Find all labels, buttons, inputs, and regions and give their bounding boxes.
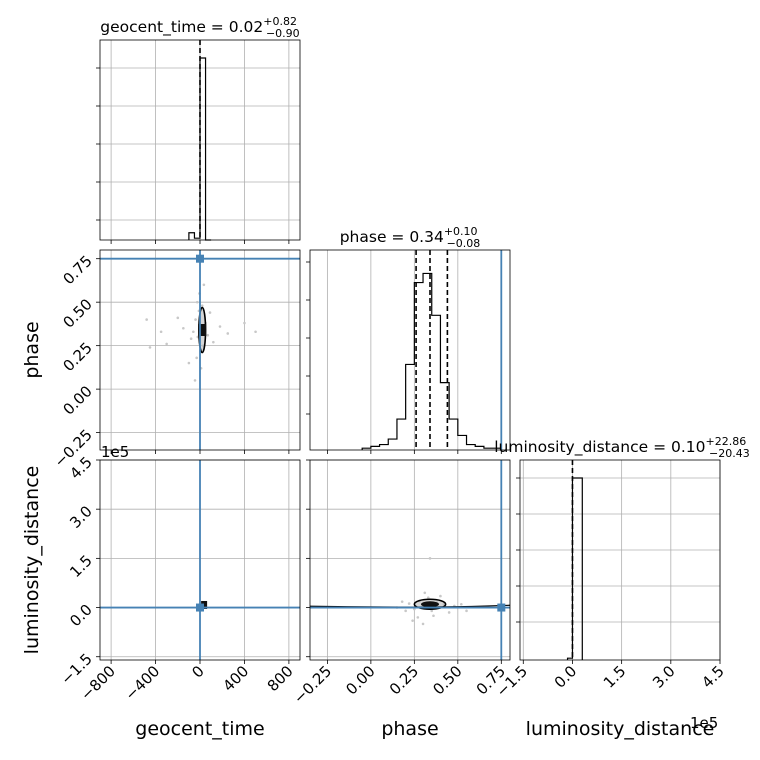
y-offset-label: 1e5	[101, 443, 129, 461]
x-tick-label: 800	[264, 662, 297, 695]
scatter-point-24	[254, 330, 257, 334]
histogram-luminosity-distance	[566, 477, 583, 660]
scatter-point-10	[439, 594, 442, 598]
panel-dist-vs-phase	[309, 459, 511, 661]
scatter-point-26	[208, 311, 212, 314]
scatter-point-23	[243, 321, 246, 325]
x-tick-label: 400	[219, 662, 252, 695]
y-tick-label: 0.0	[66, 601, 96, 631]
x-tick-label: 0.25	[386, 662, 422, 698]
scatter-point-6	[407, 602, 411, 605]
scatter-point-27	[193, 379, 197, 382]
scatter-point-29	[195, 300, 199, 304]
scatter-point-7	[426, 596, 430, 600]
truth-marker	[196, 254, 204, 263]
title-luminosity-distance: luminosity_distance = 0.10+22.86 −20.43	[494, 435, 750, 460]
scatter-point-21	[421, 622, 425, 626]
x-tick-label: −0.25	[290, 662, 335, 707]
scatter-point-13	[212, 340, 215, 344]
y-tick-label: 3.0	[66, 502, 96, 532]
scatter-point-11	[416, 616, 420, 619]
title-geocent-time: geocent_time = 0.02+0.82 −0.90	[100, 15, 299, 40]
x-axis-label-luminosity_distance: luminosity_distance	[526, 718, 715, 740]
x-tick-label: 4.5	[698, 662, 728, 692]
y-tick-label: 0.50	[59, 295, 95, 331]
scatter-point-17	[218, 325, 222, 328]
scatter-point-8	[189, 337, 193, 340]
scatter-point-10	[195, 356, 198, 360]
histogram-phase	[361, 272, 502, 450]
y-tick-label: 1.5	[66, 551, 96, 581]
scatter-point-22	[159, 330, 163, 334]
x-tick-label: 3.0	[649, 662, 679, 692]
scatter-point-4	[413, 607, 416, 611]
scatter-point-28	[202, 283, 206, 287]
y-axis-label-luminosity-distance: luminosity_distance	[21, 466, 43, 655]
scatter-point-16	[176, 316, 180, 320]
scatter-point-19	[465, 609, 468, 613]
scatter-point-4	[192, 330, 195, 334]
x-tick-label: −400	[122, 662, 164, 704]
scatter-point-12	[182, 326, 185, 330]
title-phase: phase = 0.34+0.10 −0.08	[340, 225, 481, 250]
x-tick-label: 0	[188, 662, 207, 681]
density-peak-phase-geocent	[198, 324, 207, 336]
y-axis-label-phase: phase	[21, 321, 43, 378]
scatter-point-8	[447, 611, 451, 614]
density-peak-dist-geocent	[201, 600, 208, 609]
scatter-point-21	[148, 346, 152, 349]
scatter-point-9	[404, 609, 407, 613]
x-tick-label: 0.50	[429, 662, 465, 698]
panel-hist-phase	[309, 249, 511, 451]
scatter-point-2	[194, 318, 197, 321]
scatter-point-13	[400, 600, 404, 603]
scatter-point-15	[423, 591, 427, 595]
density-peak-dist-phase	[421, 601, 439, 608]
scatter-point-9	[206, 333, 210, 337]
scatter-point-1	[430, 609, 434, 613]
scatter-point-14	[432, 614, 435, 618]
truth-marker	[497, 603, 506, 612]
scatter-point-19	[226, 332, 230, 335]
scatter-point-20	[145, 318, 148, 321]
y-tick-label: 0.75	[59, 252, 95, 288]
y-tick-label: 0.25	[59, 339, 95, 375]
x-axis-label-phase: phase	[381, 718, 438, 740]
panel-hist-luminosity-distance	[519, 459, 721, 661]
scatter-point-16	[411, 619, 414, 622]
scatter-point-18	[165, 342, 168, 346]
scatter-point-20	[428, 557, 432, 560]
truth-marker	[196, 603, 204, 612]
scatter-point-25	[187, 361, 191, 365]
x-tick-label: 1.5	[600, 662, 630, 692]
x-axis-label-geocent_time: geocent_time	[135, 718, 264, 740]
scatter-point-11	[200, 304, 204, 307]
x-offset-label: 1e5	[690, 714, 718, 732]
x-tick-label: 0.00	[342, 662, 378, 698]
histogram-geocent-time	[188, 57, 212, 241]
x-tick-label: 0.0	[551, 662, 581, 692]
scatter-point-17	[460, 602, 463, 606]
y-tick-label: 0.00	[59, 382, 95, 418]
